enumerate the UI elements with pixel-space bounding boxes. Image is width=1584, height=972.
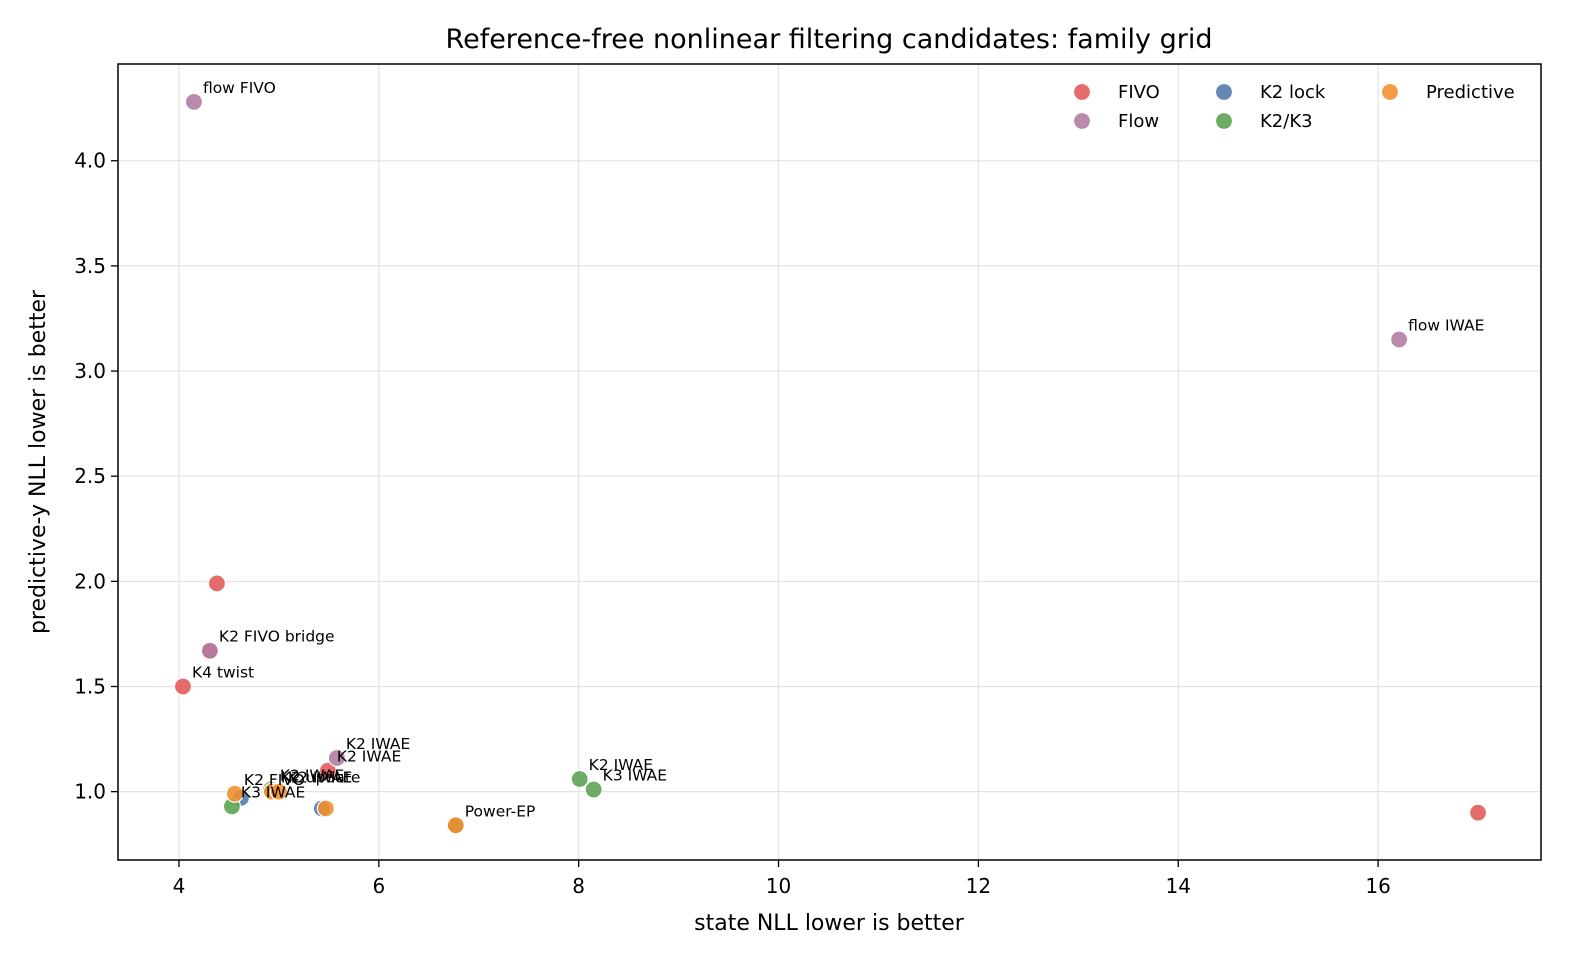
- x-tick-label: 10: [766, 874, 791, 898]
- point-label: K2 IWAE: [288, 769, 352, 787]
- point-label: K2 IWAE: [337, 748, 401, 766]
- x-tick-label: 6: [372, 874, 385, 898]
- data-point: [1468, 803, 1488, 822]
- y-tick-label: 4.0: [74, 149, 106, 173]
- data-point: [184, 92, 204, 111]
- point-label: flow IWAE: [1408, 316, 1484, 334]
- point-labels: flow FIVO flow IWAE K2 FIVO bridge K4 twist…: [192, 79, 1484, 820]
- data-point: [269, 782, 288, 801]
- y-tick-label: 2.0: [74, 569, 106, 593]
- legend-marker: [1214, 82, 1234, 102]
- x-tick-label: 16: [1365, 874, 1390, 898]
- y-tick-label: 3.5: [74, 254, 106, 278]
- y-tick-label: 3.0: [74, 359, 106, 383]
- data-point: [584, 780, 603, 799]
- data-point: [318, 761, 337, 780]
- point-label: K3 IWAE: [241, 783, 305, 801]
- legend-marker: [1380, 82, 1400, 102]
- legend-marker: [1214, 111, 1234, 131]
- data-point: [207, 574, 227, 593]
- x-tick-label: 14: [1166, 874, 1191, 898]
- data-point: [327, 748, 346, 768]
- point-label: K2 FIVO: [244, 771, 305, 789]
- data-point: [316, 799, 335, 818]
- data-point: [200, 641, 220, 660]
- point-label: K2 IWAE: [280, 767, 344, 785]
- point-label: K2 update: [281, 769, 361, 787]
- chart-title: Reference-free nonlinear filtering candi…: [446, 24, 1213, 55]
- y-axis-ticks: 1.0 1.5 2.0 2.5 3.0 3.5 4.0: [74, 149, 118, 804]
- data-points: [173, 92, 1488, 835]
- point-label: flow FIVO: [203, 79, 276, 97]
- data-point: [1389, 330, 1409, 349]
- y-tick-label: 2.5: [74, 464, 106, 488]
- point-label: K3 IWAE: [603, 767, 667, 785]
- legend: FIVO Flow K2 lock K2/K3 Predictive: [1072, 82, 1515, 132]
- x-axis-label: state NLL lower is better: [694, 911, 965, 936]
- legend-label: K2 lock: [1260, 82, 1326, 103]
- legend-label: K2/K3: [1260, 111, 1313, 132]
- data-point: [173, 677, 193, 696]
- x-tick-label: 8: [572, 874, 585, 898]
- point-label: K4 twist: [192, 663, 254, 681]
- grid: [118, 64, 1541, 860]
- point-label: K2 FIVO bridge: [219, 628, 335, 646]
- y-tick-label: 1.0: [74, 780, 106, 804]
- plot-frame: [117, 63, 1542, 861]
- legend-label: Predictive: [1426, 82, 1515, 103]
- x-tick-label: 12: [966, 874, 991, 898]
- point-label: K2 IWAE: [589, 756, 653, 774]
- legend-marker: [1072, 111, 1092, 131]
- point-label: Power-EP: [465, 802, 536, 820]
- y-axis-label: predictive-y NLL lower is better: [26, 289, 51, 634]
- data-point: [225, 784, 245, 803]
- data-point: [446, 816, 465, 835]
- legend-label: Flow: [1118, 111, 1159, 132]
- legend-marker: [1072, 82, 1092, 102]
- data-point: [570, 769, 589, 789]
- x-tick-label: 4: [173, 874, 186, 898]
- legend-label: FIVO: [1118, 82, 1160, 103]
- point-label: K2 IWAE: [346, 735, 410, 753]
- y-tick-label: 1.5: [74, 674, 106, 698]
- x-axis-ticks: 4 6 8 10 12 14 16: [173, 860, 1391, 898]
